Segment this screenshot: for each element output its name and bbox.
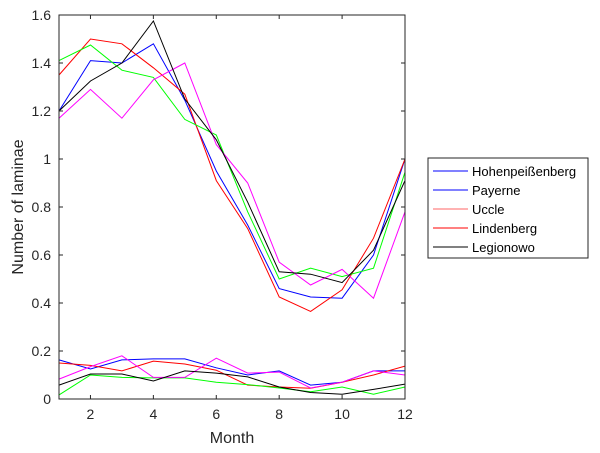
y-tick-label: 0.2 bbox=[32, 343, 52, 359]
x-tick-label: 4 bbox=[149, 406, 157, 422]
plot-background bbox=[59, 15, 405, 399]
legend-items: Hohenpeißenberg Payerne Uccle Lindenberg Leg… bbox=[433, 164, 576, 255]
legend-box bbox=[427, 157, 589, 259]
legend-label: Payerne bbox=[472, 183, 520, 198]
y-tick-label: 1.4 bbox=[32, 55, 52, 71]
legend-item: Lindenberg bbox=[433, 221, 537, 236]
legend: Hohenpeißenberg Payerne Uccle Lindenberg Leg… bbox=[427, 157, 589, 259]
y-tick-label: 0.4 bbox=[32, 295, 52, 311]
series-line-blue-upper bbox=[58, 43, 406, 299]
y-tick-label: 0 bbox=[43, 391, 51, 407]
y-tick-label: 0.8 bbox=[32, 199, 52, 215]
y-axis-label: Number of laminae bbox=[10, 139, 27, 274]
y-tick-label: 0.6 bbox=[32, 247, 52, 263]
series-line-green-lower bbox=[58, 374, 406, 396]
series-line-magenta-upper bbox=[58, 62, 406, 300]
legend-label: Legionowo bbox=[472, 240, 535, 255]
legend-label: Lindenberg bbox=[472, 221, 537, 236]
y-tick-label: 1 bbox=[43, 151, 51, 167]
legend-item: Uccle bbox=[433, 202, 505, 217]
x-tick-label: 8 bbox=[275, 406, 283, 422]
series-line-black-upper bbox=[58, 19, 406, 284]
series-layer bbox=[58, 19, 406, 396]
x-tick-label: 10 bbox=[334, 406, 350, 422]
legend-item: Legionowo bbox=[433, 240, 535, 255]
legend-item: Payerne bbox=[433, 183, 520, 198]
legend-label: Uccle bbox=[472, 202, 505, 217]
x-axis-ticks: 2 4 6 8 10 12 bbox=[87, 15, 413, 422]
legend-item: Hohenpeißenberg bbox=[433, 164, 576, 179]
legend-label: Hohenpeißenberg bbox=[472, 164, 576, 179]
x-axis-label: Month bbox=[210, 430, 254, 447]
series-line-black-lower bbox=[58, 370, 406, 395]
y-tick-label: 1.6 bbox=[32, 7, 52, 23]
x-tick-label: 2 bbox=[87, 406, 95, 422]
series-line-red-upper bbox=[58, 38, 406, 312]
x-tick-label: 6 bbox=[212, 406, 220, 422]
series-line-red-lower bbox=[58, 360, 406, 389]
series-line-magenta-lower bbox=[58, 355, 406, 389]
y-tick-label: 1.2 bbox=[32, 103, 52, 119]
x-tick-label: 12 bbox=[397, 406, 413, 422]
y-axis-ticks: 0 0.2 0.4 0.6 0.8 1 1.2 1.4 1.6 bbox=[32, 7, 405, 407]
